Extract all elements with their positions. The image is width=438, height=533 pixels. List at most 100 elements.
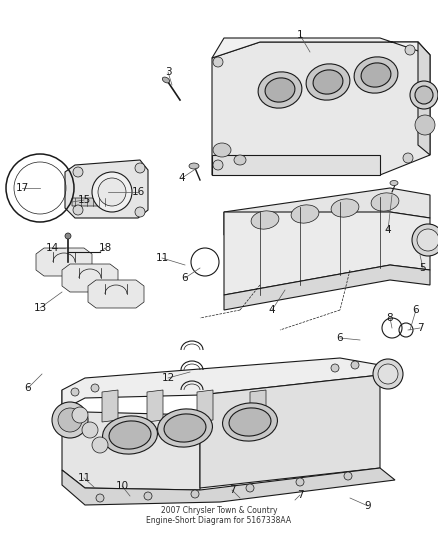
Text: 5: 5	[420, 263, 426, 273]
Text: 4: 4	[179, 173, 185, 183]
Circle shape	[378, 364, 398, 384]
Text: 18: 18	[99, 243, 112, 253]
Text: 6: 6	[337, 333, 343, 343]
Ellipse shape	[234, 155, 246, 165]
Ellipse shape	[331, 199, 359, 217]
Polygon shape	[102, 390, 118, 422]
Circle shape	[410, 81, 438, 109]
Polygon shape	[62, 358, 380, 410]
Circle shape	[72, 407, 88, 423]
Circle shape	[92, 172, 132, 212]
Text: 12: 12	[161, 373, 175, 383]
Polygon shape	[418, 42, 430, 155]
Text: 4: 4	[385, 225, 391, 235]
Ellipse shape	[102, 416, 157, 454]
Text: 7: 7	[229, 485, 235, 495]
Ellipse shape	[158, 409, 212, 447]
Polygon shape	[147, 390, 163, 422]
Circle shape	[82, 422, 98, 438]
Polygon shape	[62, 468, 395, 505]
Text: 4: 4	[268, 305, 276, 315]
Circle shape	[144, 492, 152, 500]
Circle shape	[92, 437, 108, 453]
Text: 10: 10	[116, 481, 129, 491]
Ellipse shape	[162, 77, 170, 83]
Polygon shape	[72, 198, 108, 206]
Polygon shape	[62, 390, 200, 490]
Text: 15: 15	[78, 195, 91, 205]
Polygon shape	[212, 42, 430, 175]
Polygon shape	[250, 390, 266, 422]
Circle shape	[417, 229, 438, 251]
Ellipse shape	[291, 205, 319, 223]
Circle shape	[351, 361, 359, 369]
Circle shape	[296, 478, 304, 486]
Ellipse shape	[109, 421, 151, 449]
Polygon shape	[88, 280, 144, 308]
Ellipse shape	[164, 414, 206, 442]
Circle shape	[344, 472, 352, 480]
Circle shape	[246, 484, 254, 492]
Circle shape	[191, 490, 199, 498]
Ellipse shape	[306, 64, 350, 100]
Text: 2007 Chrysler Town & Country
Engine-Short Diagram for 5167338AA: 2007 Chrysler Town & Country Engine-Shor…	[146, 506, 292, 525]
Polygon shape	[224, 212, 430, 295]
Circle shape	[52, 402, 88, 438]
Text: 11: 11	[155, 253, 169, 263]
Text: 16: 16	[131, 187, 145, 197]
Text: 7: 7	[297, 490, 303, 500]
Text: 7: 7	[417, 323, 423, 333]
Text: 11: 11	[78, 473, 91, 483]
Circle shape	[213, 160, 223, 170]
Ellipse shape	[251, 211, 279, 229]
Ellipse shape	[354, 57, 398, 93]
Polygon shape	[212, 38, 430, 58]
Ellipse shape	[189, 163, 199, 169]
Ellipse shape	[229, 408, 271, 436]
Circle shape	[135, 163, 145, 173]
Text: 17: 17	[15, 183, 28, 193]
Polygon shape	[36, 248, 92, 276]
Circle shape	[91, 384, 99, 392]
Circle shape	[58, 408, 82, 432]
Ellipse shape	[223, 403, 277, 441]
Text: 6: 6	[413, 305, 419, 315]
Ellipse shape	[213, 143, 231, 157]
Ellipse shape	[258, 72, 302, 108]
Circle shape	[73, 167, 83, 177]
Circle shape	[415, 115, 435, 135]
Circle shape	[373, 359, 403, 389]
Circle shape	[73, 205, 83, 215]
Circle shape	[415, 86, 433, 104]
Circle shape	[213, 57, 223, 67]
Ellipse shape	[390, 181, 398, 185]
Circle shape	[98, 178, 126, 206]
Ellipse shape	[265, 78, 295, 102]
Polygon shape	[212, 155, 380, 175]
Circle shape	[405, 45, 415, 55]
Ellipse shape	[313, 70, 343, 94]
Circle shape	[65, 233, 71, 239]
Polygon shape	[62, 264, 118, 292]
Text: 6: 6	[182, 273, 188, 283]
Circle shape	[96, 494, 104, 502]
Ellipse shape	[361, 63, 391, 87]
Polygon shape	[65, 160, 148, 218]
Polygon shape	[200, 375, 380, 488]
Circle shape	[135, 207, 145, 217]
Polygon shape	[197, 390, 213, 422]
Ellipse shape	[371, 193, 399, 211]
Text: 9: 9	[365, 501, 371, 511]
Polygon shape	[224, 265, 430, 310]
Circle shape	[71, 388, 79, 396]
Circle shape	[331, 364, 339, 372]
Text: 13: 13	[33, 303, 46, 313]
Polygon shape	[224, 188, 430, 235]
Text: 6: 6	[25, 383, 31, 393]
Text: 14: 14	[46, 243, 59, 253]
Text: 3: 3	[165, 67, 171, 77]
Text: 1: 1	[297, 30, 303, 40]
Text: 8: 8	[387, 313, 393, 323]
Circle shape	[403, 153, 413, 163]
Circle shape	[412, 224, 438, 256]
